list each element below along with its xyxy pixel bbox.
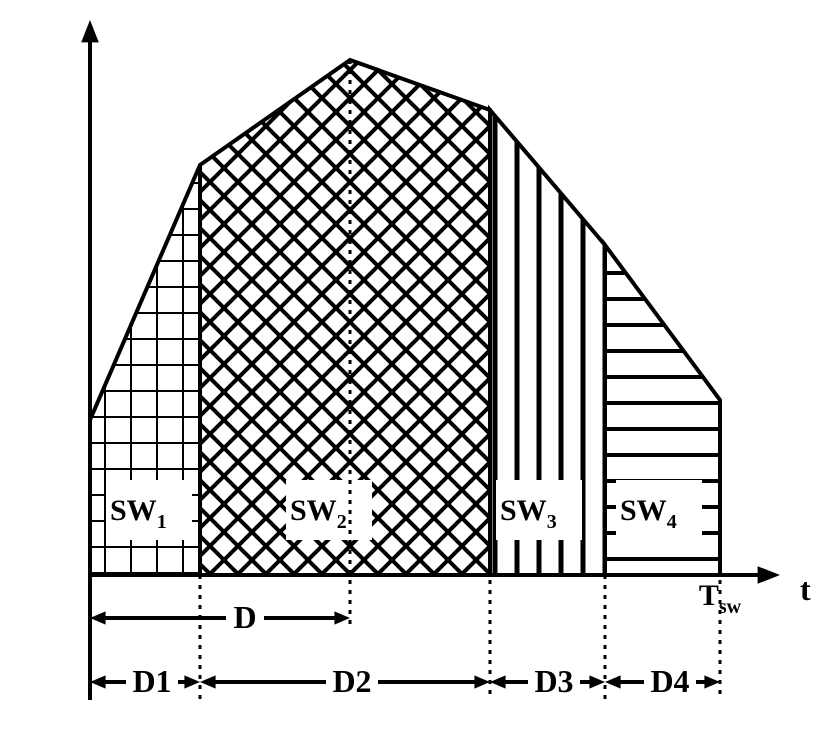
dim-label-D2: D2 bbox=[332, 663, 371, 699]
dim-arrow-l-D bbox=[90, 611, 106, 624]
dim-label-D1: D1 bbox=[132, 663, 171, 699]
diagram-root: SW1SW2SW3SW4tTswDD1D2D3D4 bbox=[0, 0, 839, 736]
dim-label-D: D bbox=[233, 599, 256, 635]
x-axis-label: t bbox=[800, 571, 811, 607]
Tsw-label: Tsw bbox=[699, 579, 742, 618]
dim-arrow-r-D2 bbox=[474, 675, 490, 688]
dim-arrow-l-D3 bbox=[490, 675, 506, 688]
dim-arrow-r-D3 bbox=[589, 675, 605, 688]
dim-arrow-r-D bbox=[334, 611, 350, 624]
dim-arrow-l-D4 bbox=[605, 675, 621, 688]
x-axis-arrow bbox=[758, 566, 780, 584]
dim-arrow-l-D2 bbox=[200, 675, 216, 688]
dim-label-D3: D3 bbox=[534, 663, 573, 699]
dim-arrow-r-D1 bbox=[184, 675, 200, 688]
dim-arrow-r-D4 bbox=[704, 675, 720, 688]
dim-label-D4: D4 bbox=[650, 663, 689, 699]
dim-arrow-l-D1 bbox=[90, 675, 106, 688]
y-axis-arrow bbox=[81, 20, 99, 42]
